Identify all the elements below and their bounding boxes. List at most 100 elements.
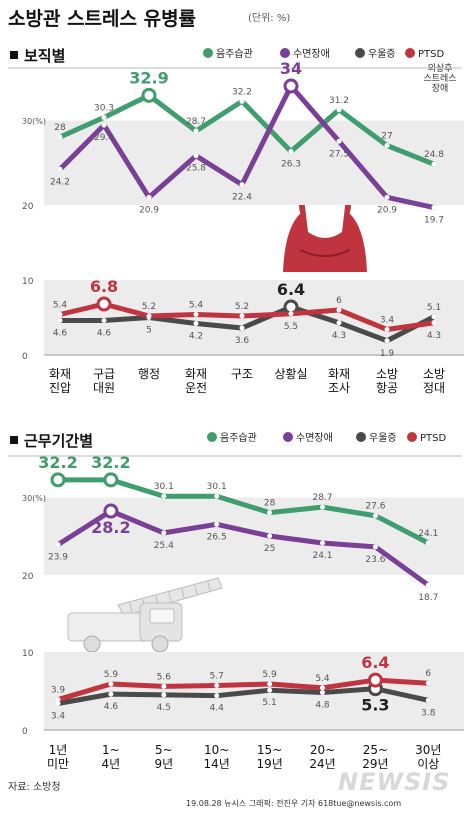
- data-point: [372, 513, 378, 519]
- data-point: [267, 681, 273, 687]
- data-label: 28.7: [186, 117, 206, 127]
- legend-marker: [405, 48, 415, 58]
- data-label: 26.3: [281, 159, 301, 169]
- legend-label: 수면장애: [293, 48, 330, 60]
- truck-ladder-rung: [194, 585, 198, 595]
- data-point-highlight: [367, 672, 383, 688]
- data-label: 26.5: [207, 532, 227, 542]
- data-point: [101, 122, 107, 128]
- data-point: [161, 692, 167, 698]
- x-tick-label: 항공: [376, 381, 398, 395]
- x-tick-label: 화재: [328, 367, 350, 381]
- y-tick-label: 10: [22, 649, 34, 659]
- legend-label: PTSD: [418, 49, 444, 60]
- data-point: [214, 493, 220, 499]
- data-point: [57, 318, 63, 323]
- data-point: [267, 687, 273, 693]
- legend-note-line-3: 장애: [431, 84, 449, 94]
- data-point: [384, 338, 390, 344]
- x-tick-label: 소방: [423, 367, 445, 381]
- data-point: [320, 685, 325, 691]
- data-point: [425, 540, 431, 546]
- data-label: 5.5: [284, 322, 298, 332]
- y-tick-label: 30(%): [22, 494, 46, 503]
- section-title-position: 보직별: [10, 45, 65, 66]
- data-label: 6.4: [361, 653, 389, 672]
- data-point: [161, 493, 167, 499]
- data-label: 5.1: [262, 698, 276, 708]
- data-label: 24.2: [50, 177, 70, 187]
- data-point: [431, 205, 437, 211]
- data-point: [372, 544, 378, 550]
- data-point: [108, 691, 114, 697]
- legend-label: 우울증: [368, 48, 396, 60]
- data-label: 5.6: [157, 672, 172, 682]
- x-tick-label: 29년: [362, 757, 388, 771]
- data-label: 24.8: [424, 150, 444, 160]
- data-label: 5.4: [53, 301, 68, 311]
- legend-label: 음주습관: [216, 48, 253, 60]
- legend-label: 우울증: [369, 432, 397, 444]
- series-line: [55, 686, 431, 706]
- data-point: [384, 194, 390, 200]
- data-label: 5.3: [361, 696, 389, 715]
- data-point: [288, 148, 294, 154]
- data-point: [214, 683, 220, 689]
- data-point: [336, 320, 342, 326]
- x-tick-label: 화재: [49, 367, 71, 381]
- data-label: 4.6: [53, 329, 68, 339]
- data-point: [146, 313, 152, 319]
- data-point: [214, 693, 220, 699]
- x-tick-label: 9년: [154, 757, 173, 771]
- series-line: [55, 477, 431, 546]
- legend-note-line-2: 스트레스: [423, 74, 457, 84]
- data-point: [55, 697, 61, 703]
- data-point: [193, 321, 199, 326]
- data-label: 5.2: [142, 302, 156, 312]
- data-point-highlight: [103, 503, 119, 519]
- data-point: [57, 312, 63, 317]
- data-label: 28.2: [91, 518, 130, 537]
- data-label: 4.4: [210, 704, 225, 714]
- data-point: [384, 143, 390, 148]
- legend-label: 음주습관: [220, 432, 257, 444]
- data-point: [336, 138, 342, 144]
- legend-marker: [207, 432, 217, 442]
- x-tick-label: 구조: [231, 367, 253, 381]
- data-label: 5.4: [189, 301, 204, 311]
- truck-ladder-rung: [207, 581, 211, 592]
- data-label: 25: [264, 544, 275, 554]
- data-label: 6.4: [277, 280, 305, 299]
- data-point: [320, 540, 325, 546]
- data-label: 25.8: [186, 164, 206, 174]
- data-label: 3.4: [380, 316, 395, 326]
- data-point: [336, 307, 342, 313]
- ladder-truck-illustration: [67, 577, 223, 653]
- x-tick-label: 19년: [256, 757, 282, 771]
- data-label: 28: [54, 123, 66, 133]
- x-tick-label: 미만: [47, 757, 69, 771]
- section-title-position-text: 보직별: [24, 47, 66, 65]
- x-tick-label: 운전: [185, 381, 207, 395]
- legend-marker: [283, 432, 293, 442]
- y-tick-label: 10: [22, 277, 34, 287]
- data-label: 5.7: [210, 672, 224, 682]
- x-tick-label: 조사: [328, 381, 350, 395]
- firefighter-body: [283, 210, 367, 272]
- x-tick-label: 1년: [49, 743, 68, 757]
- data-label: 22.4: [232, 193, 252, 203]
- data-point: [193, 128, 199, 134]
- data-point: [425, 582, 431, 588]
- data-point: [146, 194, 152, 200]
- data-label: 4.3: [427, 331, 441, 341]
- data-point-highlight: [50, 472, 66, 488]
- series-line: [55, 508, 431, 588]
- data-label: 5.9: [104, 670, 119, 680]
- x-tick-label: 구급: [93, 367, 115, 381]
- data-label: 27.5: [329, 149, 349, 159]
- x-tick-label: 5~: [155, 743, 173, 757]
- data-point: [384, 327, 390, 332]
- x-tick-label: 화재: [185, 367, 207, 381]
- y-tick-label: 20: [22, 572, 34, 582]
